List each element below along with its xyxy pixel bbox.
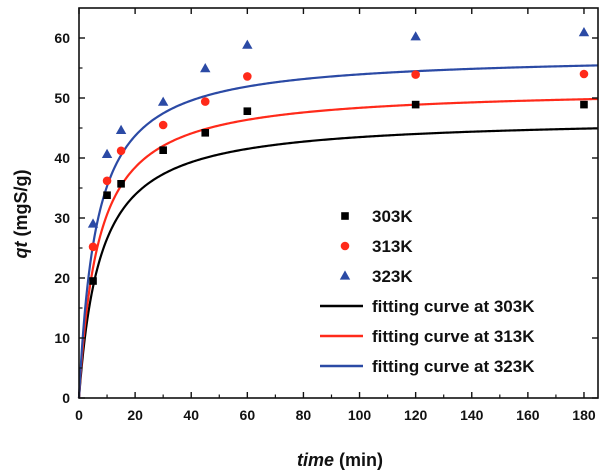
x-tick-label: 140 (460, 407, 484, 423)
data-point-triangle-5 (200, 63, 211, 73)
data-point-circle-4 (158, 120, 168, 130)
legend-label: 323K (372, 267, 413, 286)
y-tick-label: 10 (54, 330, 70, 346)
legend-label: fitting curve at 303K (372, 297, 535, 316)
y-tick-label: 20 (54, 270, 70, 286)
data-point-circle-5 (200, 97, 210, 106)
y-axis-title-unit: (mgS/g) (11, 170, 31, 242)
x-axis-title: time (min) (297, 450, 383, 470)
data-point-triangle-4 (157, 96, 169, 106)
y-axis-title: qt (mgS/g) (11, 170, 31, 259)
data-point-triangle-8 (578, 27, 590, 37)
legend-marker-circle (340, 241, 350, 251)
legend-marker-square (341, 212, 349, 220)
y-axis-title-variable: qt (11, 241, 31, 259)
x-tick-label: 20 (127, 407, 143, 423)
data-point-square-6 (243, 107, 252, 115)
x-tick-label: 80 (296, 407, 312, 423)
x-tick-label: 0 (75, 407, 83, 423)
data-point-triangle-6 (242, 39, 253, 49)
data-point-circle-3 (116, 146, 126, 156)
legend-label: fitting curve at 313K (372, 327, 535, 346)
data-point-triangle-7 (410, 31, 421, 41)
data-point-square-2 (103, 191, 111, 199)
x-tick-label: 120 (404, 407, 428, 423)
legend-marker-triangle (339, 270, 351, 280)
axes: 0 20 40 60 80 100 120 140 160 180 0 10 20 30 40 50 60 (54, 7, 599, 423)
x-tick-label: 180 (572, 407, 596, 423)
y-tick-label: 0 (62, 390, 70, 406)
data-point-circle-7 (411, 70, 420, 79)
y-tick-label: 30 (54, 210, 70, 226)
data-point-triangle-3 (115, 124, 127, 134)
x-axis-title-unit: (min) (334, 450, 383, 470)
data-point-square-7 (411, 100, 420, 109)
data-point-circle-6 (243, 72, 252, 81)
data-point-square-5 (201, 129, 210, 137)
plot-area (77, 27, 599, 399)
y-tick-label: 60 (54, 30, 70, 46)
legend-label: 313K (372, 237, 413, 256)
y-tick-label: 50 (54, 90, 70, 106)
x-tick-label: 100 (348, 407, 372, 423)
data-point-circle-1 (88, 242, 98, 252)
data-point-square-4 (159, 146, 167, 154)
y-tick-label: 40 (54, 150, 70, 166)
data-point-square-1 (89, 277, 97, 285)
x-axis-title-variable: time (297, 450, 334, 470)
legend-label: fitting curve at 323K (372, 357, 535, 376)
fit-curve-1 (77, 127, 599, 399)
x-tick-label: 160 (516, 407, 540, 423)
data-point-square-8 (580, 100, 588, 109)
data-point-circle-2 (102, 176, 112, 186)
legend: 303K 313K 323K fitting curve at 303K fitting… (320, 207, 535, 376)
fit-curve-3 (77, 64, 599, 399)
legend-label: 303K (372, 207, 413, 226)
data-point-triangle-2 (101, 148, 113, 158)
data-point-square-3 (117, 180, 125, 188)
data-point-triangle-1 (87, 218, 99, 228)
data-point-circle-8 (579, 69, 589, 79)
fit-curve-2 (77, 97, 599, 399)
x-tick-label: 60 (240, 407, 256, 423)
x-tick-label: 40 (183, 407, 199, 423)
plot-frame (78, 7, 599, 399)
